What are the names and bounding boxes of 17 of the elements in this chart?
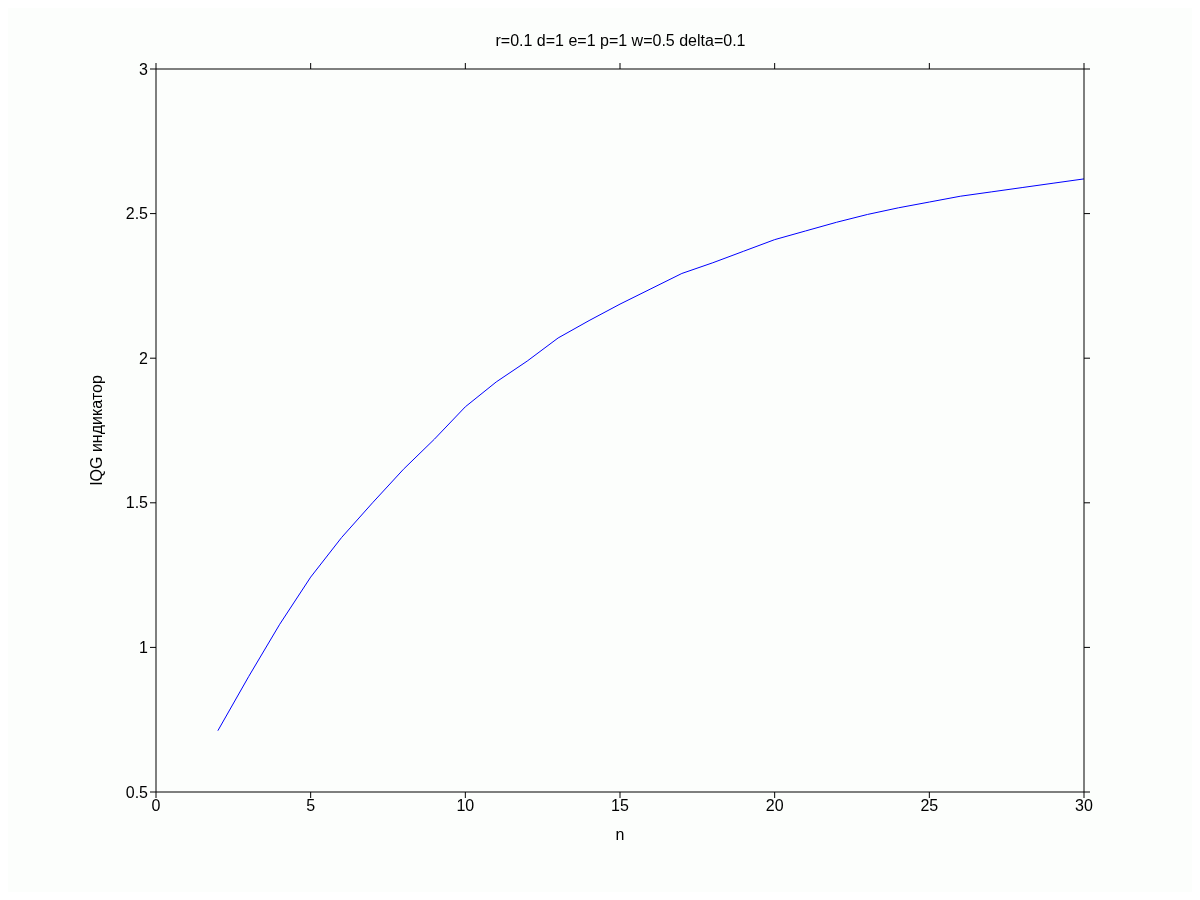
x-tick-label: 5	[306, 797, 316, 815]
y-tick-label: 3	[139, 60, 149, 78]
y-axis-title: IQG индикатор	[87, 375, 105, 486]
y-tick-label: 2	[139, 349, 149, 367]
y-tick-label: 0.5	[125, 783, 149, 801]
x-tick-label: 0	[151, 797, 161, 815]
x-tick-label: 20	[765, 797, 784, 815]
y-tick-label: 1	[139, 639, 149, 657]
x-tick-label: 25	[920, 797, 939, 815]
line-series	[217, 178, 1084, 732]
y-tick-label: 1.5	[125, 494, 149, 512]
x-axis-title: n	[615, 826, 625, 843]
chart-title: r=0.1 d=1 e=1 p=1 w=0.5 delta=0.1	[494, 32, 747, 50]
x-tick-label: 10	[456, 797, 475, 815]
y-tick-label: 2.5	[125, 205, 149, 223]
x-tick-label: 30	[1075, 797, 1093, 815]
x-tick-label: 15	[611, 797, 629, 815]
